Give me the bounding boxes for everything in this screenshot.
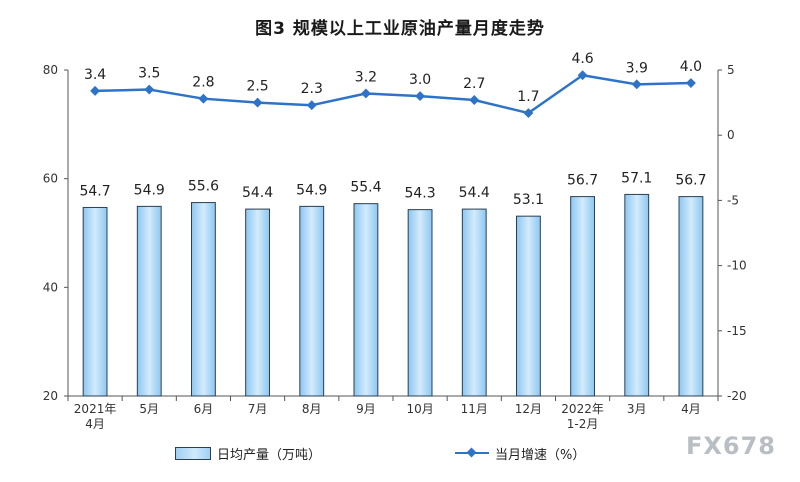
x-tick-label: 1-2月 xyxy=(567,417,599,431)
line-point xyxy=(198,93,209,104)
y-left-tick-label: 40 xyxy=(43,280,58,294)
legend-bar-swatch-icon xyxy=(175,446,211,460)
line-point xyxy=(306,100,317,111)
bar-value-label: 56.7 xyxy=(675,173,706,189)
bar xyxy=(82,206,108,397)
y-right-tick-label: -10 xyxy=(727,259,747,273)
line-series xyxy=(90,70,696,118)
x-tick-label: 3月 xyxy=(627,402,647,416)
bar xyxy=(570,196,596,397)
bar-value-label: 56.7 xyxy=(567,173,598,189)
line-value-label: 3.0 xyxy=(409,72,431,88)
y-right-tick-label: -5 xyxy=(727,193,739,207)
line-point xyxy=(685,78,696,88)
bar-value-label: 54.4 xyxy=(242,185,273,201)
legend-item-line: 当月增速（%） xyxy=(455,441,585,465)
x-tick-label: 6月 xyxy=(194,402,214,416)
legend-bars-label: 日均产量（万吨） xyxy=(217,447,322,463)
legend-line-label: 当月增速（%） xyxy=(495,447,586,463)
line-point xyxy=(577,70,588,81)
bar-value-label: 57.1 xyxy=(621,170,652,186)
x-tick-label: 12月 xyxy=(515,402,542,416)
chart-title: 图3 规模以上工业原油产量月度走势 xyxy=(255,19,545,39)
line-value-label: 2.5 xyxy=(246,79,268,95)
line-point xyxy=(252,97,263,108)
bar xyxy=(516,215,541,397)
watermark: FX678 xyxy=(686,432,776,460)
line-value-label: 3.2 xyxy=(355,69,377,85)
bar xyxy=(353,203,379,397)
data-labels: 54.7 54.9 55.6 54.4 54.9 55.4 54.3 54.4 53.1 56.7… xyxy=(79,51,706,208)
bar-value-label: 54.4 xyxy=(459,185,490,201)
legend: 日均产量（万吨） 当月增速（%） xyxy=(0,441,800,465)
line-value-label: 1.7 xyxy=(517,89,539,105)
line-value-label: 4.6 xyxy=(571,51,593,67)
line-value-label: 3.5 xyxy=(138,66,160,82)
x-tick-label: 4月 xyxy=(681,402,701,416)
x-tick-label: 9月 xyxy=(356,402,376,416)
bar xyxy=(136,205,162,397)
bar xyxy=(678,196,704,397)
line-value-label: 2.7 xyxy=(463,76,485,92)
y-left-tick-label: 80 xyxy=(43,63,58,77)
y-right-tick-label: 0 xyxy=(727,128,735,142)
line-value-label: 4.0 xyxy=(680,59,702,75)
line-point xyxy=(360,88,371,99)
x-tick-label: 10月 xyxy=(406,402,433,416)
line-point xyxy=(523,108,534,118)
x-tick-label: 5月 xyxy=(139,402,159,416)
bar-value-label: 55.4 xyxy=(350,180,381,196)
line-value-label: 2.3 xyxy=(301,81,323,97)
legend-line-swatch-icon xyxy=(455,447,489,459)
bar xyxy=(624,193,650,397)
y-right-tick-label: -20 xyxy=(727,389,747,403)
bar-value-label: 54.7 xyxy=(79,183,110,199)
x-tick-label: 4月 xyxy=(85,417,105,431)
x-tick-label: 8月 xyxy=(302,402,322,416)
line-value-label: 3.9 xyxy=(626,60,648,76)
x-tick-label: 2022年 xyxy=(561,402,604,416)
x-tick-label: 11月 xyxy=(461,402,488,416)
x-tick-label: 2021年 xyxy=(74,402,117,416)
bar xyxy=(245,208,271,397)
bar xyxy=(407,209,433,397)
bar-value-label: 54.9 xyxy=(134,182,165,198)
y-left-tick-label: 20 xyxy=(43,389,58,403)
line-point xyxy=(415,91,426,102)
line-value-label: 2.8 xyxy=(192,75,214,91)
legend-item-bars: 日均产量（万吨） xyxy=(175,441,321,465)
line-value-label: 3.4 xyxy=(84,67,106,83)
bar-value-label: 54.3 xyxy=(404,186,435,202)
line-point xyxy=(90,85,101,96)
bar-value-label: 53.1 xyxy=(513,192,544,208)
bar-series xyxy=(82,193,704,397)
line-point xyxy=(469,95,480,105)
growth-line xyxy=(95,73,691,115)
bar xyxy=(461,208,487,397)
line-point xyxy=(144,84,155,95)
y-right-tick-label: 5 xyxy=(727,63,735,77)
bar-value-label: 55.6 xyxy=(188,179,219,195)
x-tick-label: 7月 xyxy=(248,402,268,416)
bar-value-label: 54.9 xyxy=(296,182,327,198)
y-left-tick-label: 60 xyxy=(43,172,58,186)
y-right-tick-label: -15 xyxy=(727,324,747,338)
bar xyxy=(299,205,325,397)
line-point xyxy=(631,79,642,90)
bar xyxy=(191,202,216,397)
